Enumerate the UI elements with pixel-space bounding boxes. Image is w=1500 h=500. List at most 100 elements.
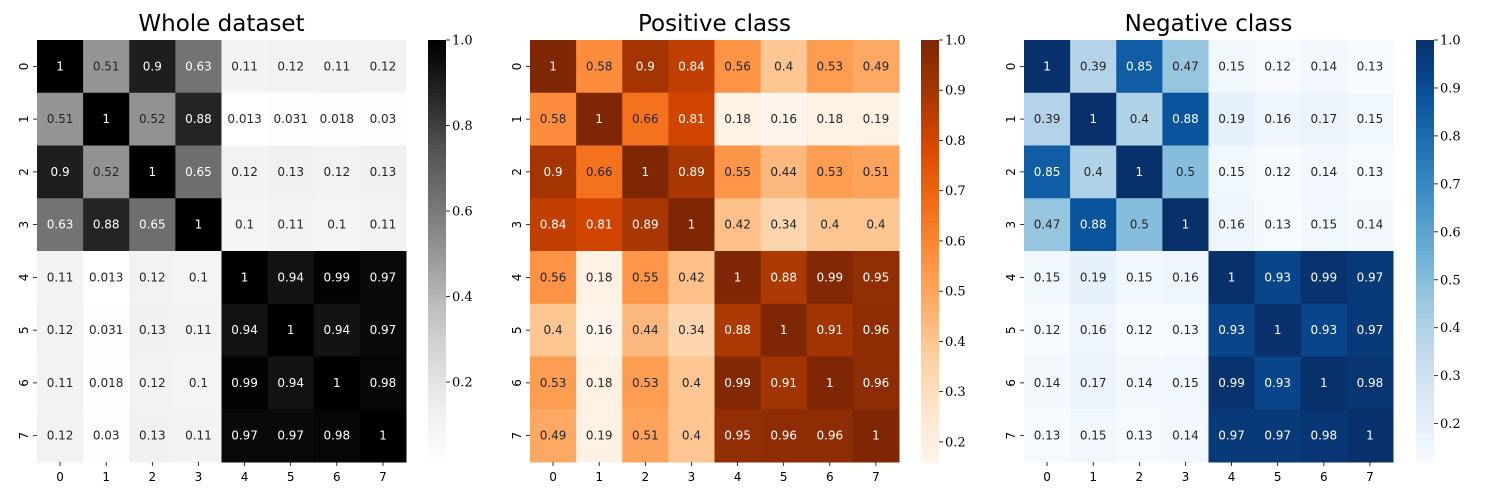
y-tick-label: 2 — [510, 168, 524, 176]
colorbar-segment — [921, 92, 939, 97]
colorbar-segment — [921, 89, 939, 94]
colorbar-segment — [1416, 324, 1434, 329]
cell-value-label: 0.65 — [185, 165, 212, 179]
cell-value-label: 0.031 — [274, 112, 308, 126]
cell-value-label: 0.85 — [1034, 165, 1061, 179]
colorbar-segment — [1416, 279, 1434, 284]
colorbar-segment — [1416, 331, 1434, 336]
cell-value-label: 0.39 — [1080, 59, 1107, 73]
colorbar-segment — [428, 254, 446, 259]
colorbar-segment — [1416, 398, 1434, 403]
cell-value-label: 0.97 — [1264, 429, 1291, 443]
heatmap-cell — [1300, 356, 1348, 410]
colorbar-segment — [428, 240, 446, 245]
colorbar-segment — [428, 205, 446, 210]
cell-value-label: 0.85 — [1126, 59, 1153, 73]
colorbar-segment — [921, 212, 939, 217]
colorbar-segment — [921, 233, 939, 238]
colorbar-segment — [1416, 430, 1434, 435]
colorbar: 0.2 0.3 0.4 0.5 0.6 0.7 0.8 0.9 1.0 — [921, 34, 966, 463]
colorbar-segment — [1416, 409, 1434, 414]
cell-value-label: 0.98 — [1310, 429, 1337, 443]
colorbar-segment — [428, 208, 446, 213]
heatmap-cell — [1162, 356, 1209, 410]
colorbar-segment — [921, 416, 939, 421]
heatmap-cell — [83, 92, 130, 146]
cell-value-label: 0.11 — [185, 429, 212, 443]
colorbar-tick-label: 0.7 — [945, 184, 966, 199]
colorbar-segment — [921, 96, 939, 101]
colorbar-segment — [1416, 314, 1434, 319]
cell-value-label: 0.15 — [1172, 376, 1199, 390]
colorbar-segment — [428, 352, 446, 358]
colorbar-segment — [921, 272, 939, 277]
heatmap-cell — [760, 409, 808, 463]
cell-value-label: 0.15 — [1218, 165, 1245, 179]
colorbar-tick-label: 0.2 — [945, 435, 966, 450]
heatmap-cell — [1070, 251, 1117, 305]
colorbar-segment — [921, 43, 939, 48]
colorbar-segment — [428, 307, 446, 312]
colorbar-segment — [428, 120, 446, 125]
y-tick-label: 1 — [17, 115, 31, 123]
colorbar-segment — [428, 370, 446, 375]
cell-value-label: 0.19 — [1218, 112, 1245, 126]
colorbar: 0.2 0.3 0.4 0.5 0.6 0.7 0.8 0.9 1.0 — [1416, 34, 1461, 463]
heatmap-cell — [267, 92, 315, 146]
colorbar-segment — [921, 433, 939, 438]
colorbar-segment — [428, 289, 446, 294]
cell-value-label: 0.14 — [1126, 376, 1153, 390]
colorbar-segment — [428, 324, 446, 329]
colorbar-tick-label: 0.8 — [945, 134, 966, 149]
colorbar-segment — [428, 215, 446, 220]
heatmap-cell — [221, 303, 269, 357]
cell-value-label: 0.14 — [1357, 218, 1384, 232]
cell-value-label: 0.51 — [863, 165, 890, 179]
x-tick-label: 0 — [1043, 470, 1051, 484]
colorbar-segment — [921, 198, 939, 203]
colorbar-segment — [921, 423, 939, 428]
colorbar-segment — [428, 134, 446, 140]
colorbar-segment — [921, 50, 939, 55]
colorbar-segment — [921, 110, 939, 115]
colorbar-segment — [921, 201, 939, 206]
heatmap-cell — [313, 198, 361, 252]
colorbar-tick-label: 1.0 — [452, 34, 473, 49]
heatmap-cell — [668, 409, 715, 463]
heatmap-cell — [1024, 356, 1071, 410]
colorbar-segment — [1416, 110, 1434, 115]
colorbar-segment — [1416, 205, 1434, 210]
heatmap-cell — [622, 303, 669, 357]
cell-value-label: 0.99 — [1218, 376, 1245, 390]
cell-value-label: 0.49 — [863, 59, 890, 73]
heatmap-cell — [83, 356, 130, 410]
x-tick-label: 6 — [826, 470, 834, 484]
colorbar-segment — [921, 289, 939, 294]
heatmap-cell — [267, 198, 315, 252]
colorbar-segment — [1416, 215, 1434, 220]
colorbar-segment — [428, 433, 446, 438]
x-tick-label: 7 — [379, 470, 387, 484]
colorbar-segment — [428, 222, 446, 227]
cell-value-label: 0.42 — [724, 218, 751, 232]
colorbar-segment — [428, 395, 446, 400]
colorbar-segment — [921, 254, 939, 259]
cell-value-label: 0.63 — [47, 218, 74, 232]
colorbar-segment — [921, 57, 939, 62]
cell-value-label: 1 — [195, 218, 203, 232]
cell-value-label: 0.99 — [323, 270, 350, 284]
heatmap-cell — [221, 92, 269, 146]
colorbar-segment — [921, 229, 939, 235]
heatmap-cell — [313, 356, 361, 410]
colorbar-segment — [921, 352, 939, 358]
cell-value-label: 0.55 — [724, 165, 751, 179]
heatmap-cell — [1024, 409, 1071, 463]
heatmap-cell — [313, 145, 361, 199]
colorbar-segment — [1416, 335, 1434, 340]
heatmap-cell — [1116, 251, 1163, 305]
cell-value-label: 1 — [1228, 270, 1236, 284]
colorbar-segment — [1416, 374, 1434, 379]
cell-value-label: 0.4 — [682, 376, 701, 390]
colorbar-segment — [1416, 296, 1434, 301]
